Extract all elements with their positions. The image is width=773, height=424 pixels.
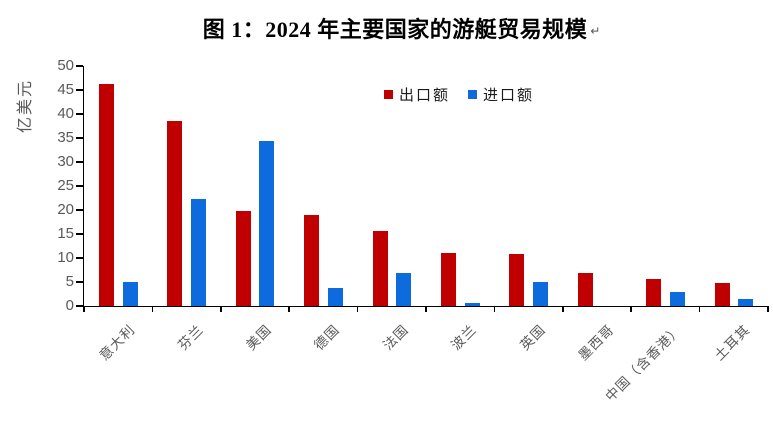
bar-export [235, 211, 251, 306]
y-tick-label: 35 [57, 129, 74, 146]
bar-import [122, 282, 138, 306]
x-axis-label: 法国 [380, 321, 412, 353]
legend-label-export: 出口额 [399, 88, 451, 104]
bar-export [167, 121, 183, 306]
y-tick-label: 40 [57, 105, 74, 122]
x-tick [288, 306, 290, 312]
chart-title-row: 图 1：2024 年主要国家的游艇贸易规模 ↵ [0, 12, 773, 44]
x-tick [493, 306, 496, 312]
x-axis-label: 土耳其 [711, 321, 754, 364]
x-tick [767, 306, 769, 312]
bar-export [441, 252, 456, 306]
y-tick-label: 25 [57, 177, 74, 194]
x-tick [698, 306, 701, 312]
bar-import [327, 287, 343, 306]
y-tick [75, 185, 83, 187]
y-tick [75, 281, 83, 283]
y-tick-label: 15 [57, 225, 74, 242]
y-tick-label: 0 [65, 297, 74, 314]
x-axis-label: 英国 [516, 321, 549, 353]
bar-export [714, 283, 730, 306]
y-tick [75, 161, 83, 163]
y-axis-line [82, 66, 84, 306]
y-tick-label: 50 [57, 57, 74, 74]
y-tick [75, 305, 83, 307]
bar-import [190, 199, 206, 306]
export-color-swatch [384, 90, 393, 99]
legend-item-export: 出口额 [384, 84, 450, 105]
legend-label-import: 进口额 [483, 88, 535, 104]
y-tick [75, 233, 83, 235]
bar-export [304, 214, 320, 306]
bar-export [646, 278, 662, 306]
y-tick-label: 10 [57, 249, 74, 266]
x-tick [562, 306, 564, 312]
y-tick [75, 257, 83, 259]
legend-item-import: 进口额 [468, 84, 534, 105]
bar-import [259, 141, 275, 306]
bar-export [372, 230, 388, 306]
bar-import [738, 298, 754, 306]
y-tick-label: 5 [65, 273, 74, 290]
y-tick [75, 209, 83, 211]
chart-legend: 出口额 进口额 [384, 84, 534, 105]
bar-import [532, 282, 548, 306]
x-tick [425, 306, 427, 312]
x-axis-label: 波兰 [448, 321, 480, 353]
x-tick [151, 306, 154, 312]
bar-import [464, 303, 480, 306]
x-tick [220, 306, 222, 312]
x-axis-label: 墨西哥 [575, 321, 617, 364]
y-tick [75, 89, 83, 91]
y-tick [75, 137, 83, 139]
x-axis-label: 美国 [243, 321, 275, 353]
y-tick-label: 30 [57, 153, 74, 170]
y-tick [75, 65, 83, 67]
bar-export [99, 83, 114, 306]
chart-title: 图 1：2024 年主要国家的游艇贸易规模 [202, 17, 588, 42]
x-tick [83, 306, 85, 312]
y-tick [75, 113, 83, 115]
y-axis-title: 亿美元 [17, 79, 34, 134]
y-tick-label: 45 [57, 81, 74, 98]
paragraph-mark: ↵ [590, 24, 601, 38]
import-color-swatch [468, 90, 478, 99]
x-tick [356, 306, 359, 312]
bar-import [669, 291, 685, 306]
x-tick [630, 306, 632, 312]
x-axis-label: 芬兰 [174, 321, 207, 353]
y-tick-label: 20 [57, 201, 74, 218]
bar-export [509, 253, 525, 306]
x-axis-label: 德国 [311, 321, 343, 353]
bar-import [396, 272, 412, 306]
x-axis-label: 意大利 [96, 321, 138, 364]
bar-export [577, 272, 593, 306]
